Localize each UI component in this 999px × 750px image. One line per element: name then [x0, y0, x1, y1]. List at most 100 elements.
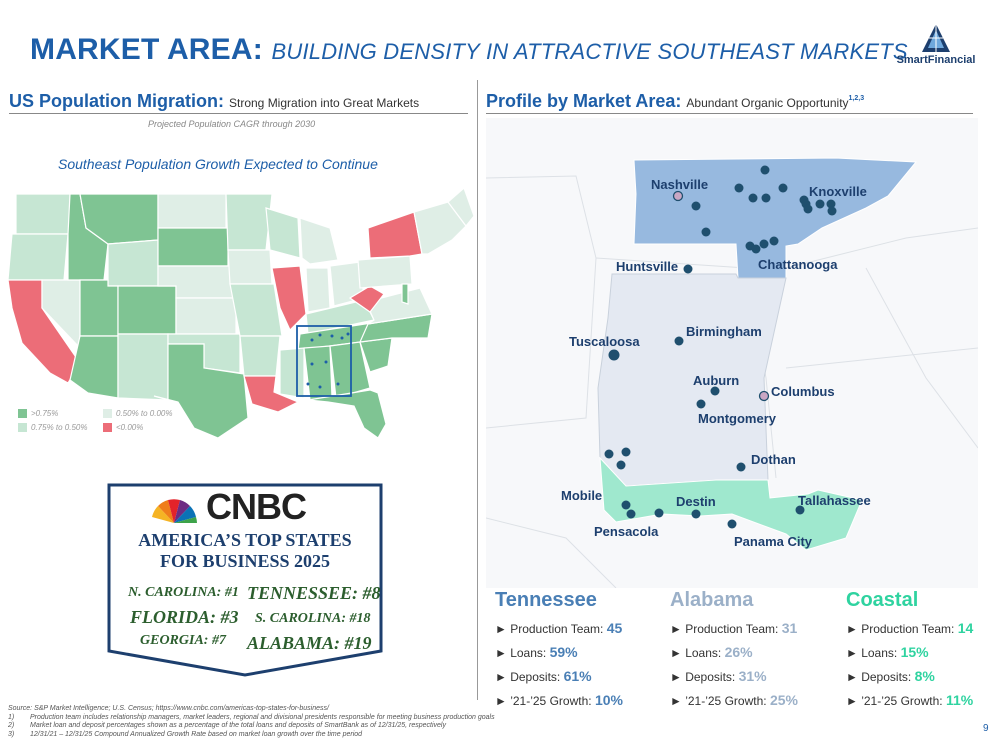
stats-tennessee: Tennessee ► Production Team: 45 ► Loans:…: [495, 589, 623, 708]
rank-sc: S. CAROLINA: #18: [255, 611, 371, 626]
focus-region-box: [296, 325, 352, 397]
map-title: Southeast Population Growth Expected to …: [58, 156, 378, 172]
footnote-3: 3) 12/31/21 – 12/31/25 Compound Annualize…: [8, 730, 363, 738]
state-or: [8, 233, 69, 281]
state-mo: [229, 283, 283, 337]
left-heading-rule: [9, 113, 468, 114]
label-huntsville: Huntsville: [616, 259, 679, 274]
label-tallahassee: Tallahassee: [798, 493, 871, 508]
state-sd: [157, 227, 229, 267]
state-ny: [367, 211, 423, 259]
market-markers: [604, 165, 837, 529]
label-columbus: Columbus: [771, 384, 835, 399]
state-ga: [329, 341, 371, 399]
label-birmingham: Birmingham: [686, 324, 762, 339]
nashville-hq-marker: [672, 190, 684, 202]
stat-production: ► Production Team: 31: [670, 620, 798, 636]
stat-growth: ► ’21-’25 Growth: 25%: [670, 692, 798, 708]
page-title: MARKET AREA: BUILDING DENSITY IN ATTRACT…: [30, 33, 908, 66]
footnote-2: 2) Market loan and deposit percentages sh…: [8, 722, 446, 730]
cnbc-headline: AMERICA’S TOP STATES FOR BUSINESS 2025: [138, 530, 352, 571]
rank-fl: FLORIDA: #3: [130, 607, 239, 627]
stat-deposits: ► Deposits: 61%: [495, 668, 592, 684]
state-wy: [107, 239, 159, 287]
label-chattanooga: Chattanooga: [758, 257, 838, 272]
stat-loans: ► Loans: 59%: [495, 644, 578, 660]
page-number: 9: [983, 723, 989, 734]
stat-loans: ► Loans: 15%: [846, 644, 929, 660]
cnbc-peacock-icon: [152, 499, 197, 523]
stat-production: ► Production Team: 14: [846, 620, 974, 636]
market-dots: [306, 332, 350, 389]
state-az: [69, 335, 119, 399]
stat-loans: ► Loans: 26%: [670, 644, 753, 660]
label-pensacola: Pensacola: [594, 524, 659, 539]
smartfinancial-logo: [922, 24, 950, 52]
cagr-note: Projected Population CAGR through 2030: [148, 119, 316, 129]
state-co: [117, 285, 177, 335]
state-la: [243, 375, 300, 413]
right-section-heading: Profile by Market Area: Abundant Organic…: [486, 91, 865, 111]
left-section-heading: US Population Migration: Strong Migratio…: [9, 91, 420, 111]
state-fl: [307, 389, 387, 438]
right-heading-rule: [486, 113, 973, 114]
stat-growth: ► ’21-’25 Growth: 10%: [495, 692, 623, 708]
state-al: [303, 345, 333, 401]
state-va: [365, 287, 433, 325]
stat-growth: ► ’21-’25 Growth: 11%: [846, 692, 974, 708]
label-mobile: Mobile: [561, 488, 603, 503]
rank-ga: GEORGIA: #7: [140, 633, 226, 648]
stat-deposits: ► Deposits: 31%: [670, 668, 767, 684]
label-knoxville: Knoxville: [809, 184, 867, 199]
legend-label-4: <0.00%: [116, 423, 144, 432]
state-wv: [348, 285, 385, 313]
state-wi: [265, 207, 301, 259]
state-tx: [153, 343, 249, 438]
rank-tn: TENNESSEE: #8: [247, 583, 381, 603]
label-nashville: Nashville: [651, 177, 709, 192]
label-montgomery: Montgomery: [698, 411, 776, 426]
state-nm: [117, 333, 169, 401]
stats-heading: Alabama: [670, 589, 754, 611]
rank-al: ALABAMA: #19: [247, 633, 372, 653]
state-me: [447, 188, 475, 227]
state-mi: [299, 217, 339, 265]
us-population-map: [8, 188, 475, 438]
region-tennessee: [633, 157, 918, 279]
state-ms: [279, 347, 305, 399]
stats-coastal: Coastal ► Production Team: 14 ► Loans: 1…: [846, 589, 973, 708]
legend-swatch-2: [103, 409, 112, 418]
columbus-marker: [758, 390, 770, 402]
state-ks: [175, 297, 237, 335]
state-ar: [239, 335, 281, 377]
footnotes: Source: S&P Market Intelligence; U.S. Ce…: [8, 705, 495, 739]
label-dothan: Dothan: [751, 452, 796, 467]
legend-label-3: 0.75% to 0.50%: [31, 423, 88, 432]
legend-swatch-4: [103, 423, 112, 432]
logo-mark-icon: [922, 24, 950, 52]
legend-swatch-3: [18, 423, 27, 432]
market-area-map: [486, 118, 978, 588]
label-auburn: Auburn: [693, 373, 740, 388]
rank-nc: N. CAROLINA: #1: [128, 585, 239, 600]
state-nd: [157, 193, 227, 229]
cnbc-wordmark: CNBC: [206, 486, 307, 527]
cnbc-badge: [107, 483, 383, 677]
logo-text: SmartFinancial: [896, 54, 976, 66]
state-mn: [225, 193, 273, 251]
source-note: Source: S&P Market Intelligence; U.S. Ce…: [8, 705, 329, 712]
legend-label-2: 0.50% to 0.00%: [116, 409, 173, 418]
column-divider: [477, 80, 478, 700]
region-coastal: [599, 456, 863, 551]
stat-deposits: ► Deposits: 8%: [846, 668, 935, 684]
legend-swatch-1: [18, 409, 27, 418]
stats-heading: Coastal: [846, 589, 919, 611]
stat-production: ► Production Team: 45: [495, 620, 623, 636]
footnote-1: 1) Production team includes relationship …: [8, 713, 495, 721]
legend-label-1: >0.75%: [31, 409, 59, 418]
stats-alabama: Alabama ► Production Team: 31 ► Loans: 2…: [670, 589, 798, 708]
state-in: [305, 267, 331, 313]
state-wa: [15, 193, 71, 235]
label-panama-city: Panama City: [734, 534, 813, 549]
state-ut: [79, 279, 119, 337]
